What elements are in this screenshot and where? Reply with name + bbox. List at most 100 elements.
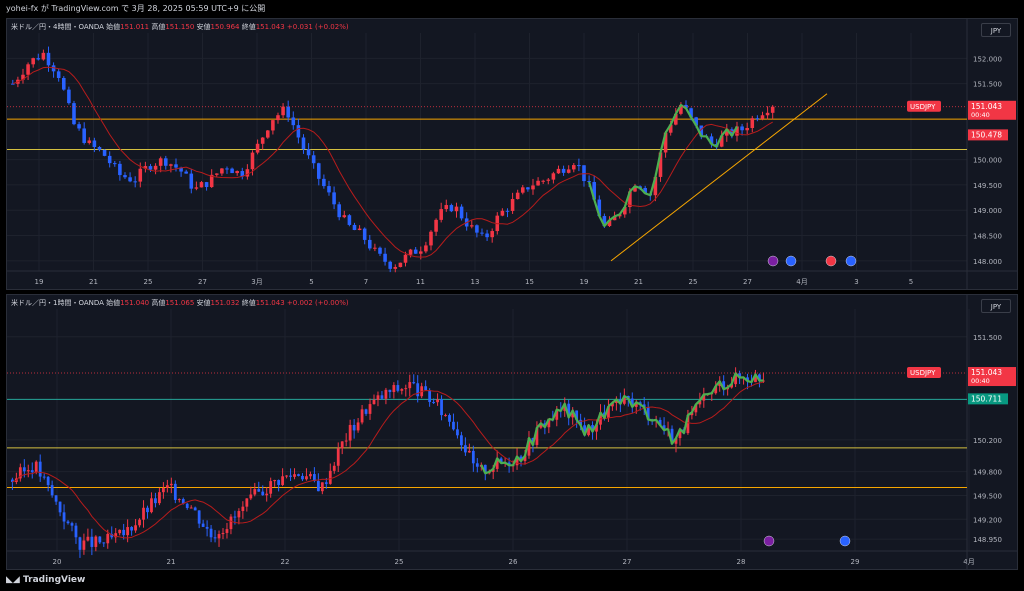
price-tag: 151.043 — [971, 368, 1002, 377]
candle-body — [340, 441, 344, 449]
candle-body — [153, 165, 158, 170]
chart-4h-close: 151.043 — [255, 23, 285, 31]
chart-1h-close-label: 終値 — [241, 299, 256, 307]
candle-body — [50, 485, 54, 496]
candle-body — [388, 261, 392, 269]
candle-body — [26, 470, 30, 472]
candle-body — [432, 402, 435, 404]
candle-body — [67, 89, 71, 104]
candle-body — [702, 394, 706, 401]
candle-body — [424, 245, 428, 252]
x-tick-label: 5 — [309, 278, 313, 286]
wave-drawing — [607, 394, 669, 432]
candle-body — [72, 103, 76, 125]
candle-body — [337, 204, 341, 218]
candle-body — [448, 415, 451, 422]
candle-body — [690, 412, 694, 416]
candle-body — [194, 187, 199, 189]
chart-1h-currency-button[interactable]: JPY — [981, 299, 1011, 313]
candle-body — [344, 440, 348, 442]
candle-body — [289, 475, 292, 477]
x-tick-label: 25 — [395, 558, 404, 566]
candle-body — [755, 118, 760, 120]
candle-body — [297, 474, 300, 476]
level-tag: 150.478 — [971, 130, 1002, 139]
candle-body — [495, 458, 499, 469]
candle-body — [579, 419, 583, 426]
chart-1h-svg[interactable]: 151.500 150.200 149.800 149.500 149.200 148.9… — [7, 295, 1017, 569]
candle-body — [133, 181, 137, 183]
chart-1h-panel[interactable]: 151.500 150.200 149.800 149.500 149.200 148.9… — [6, 294, 1018, 570]
candle-body — [143, 166, 148, 169]
x-tick-label: 21 — [89, 278, 98, 286]
candle-body — [332, 465, 336, 471]
candle-body — [164, 158, 168, 166]
x-tick-label: 13 — [471, 278, 480, 286]
moving-average-line — [12, 381, 764, 539]
lightning-icon — [763, 535, 775, 547]
candle-body — [229, 516, 233, 530]
candle-body — [82, 128, 86, 143]
candle-body — [189, 173, 194, 189]
candle-body — [686, 415, 690, 434]
candle-body — [612, 216, 617, 221]
candle-body — [66, 521, 70, 524]
chart-1h-high-label: 高値 — [151, 299, 166, 307]
candle-body — [169, 483, 173, 486]
chart-4h-currency-button[interactable]: JPY — [981, 23, 1011, 37]
candle-body — [678, 429, 682, 439]
x-tick-label: 27 — [623, 558, 632, 566]
candle-body — [360, 409, 364, 423]
candle-body — [694, 404, 698, 413]
chart-4h-panel[interactable]: 152.000 151.500 150.000 149.500 149.000 148.5… — [6, 18, 1018, 290]
chart-1h-change: +0.002 (+0.00%) — [286, 299, 349, 307]
candle-body — [324, 482, 328, 484]
candle-body — [291, 117, 296, 126]
candle-body — [286, 106, 290, 118]
candle-body — [301, 475, 304, 480]
candle-body — [165, 485, 169, 488]
candle-body — [11, 83, 15, 85]
candle-body — [735, 126, 739, 136]
candle-body — [541, 180, 545, 182]
candle-body — [368, 239, 372, 249]
candle-body — [698, 400, 702, 405]
x-tick-label: 4月 — [963, 558, 974, 566]
candle-body — [107, 155, 112, 164]
candle-body — [102, 149, 107, 156]
y-tick-label: 149.000 — [973, 207, 1002, 215]
x-tick-label: 3月 — [251, 278, 262, 286]
x-tick-label: 21 — [167, 558, 176, 566]
candle-body — [719, 135, 724, 147]
candle-body — [419, 251, 423, 254]
candle-body — [173, 483, 177, 500]
candle-body — [62, 77, 66, 90]
publish-header: yohei-fx が TradingView.com で 3月 28, 2025… — [0, 0, 1024, 18]
candle-body — [126, 527, 130, 536]
candle-body — [555, 409, 559, 420]
candle-body — [189, 507, 193, 509]
candle-body — [225, 168, 229, 170]
candle-body — [412, 382, 416, 384]
candle-body — [725, 129, 729, 136]
chart-4h-svg[interactable]: 152.000 151.500 150.000 149.500 149.000 148.5… — [7, 19, 1017, 289]
candle-body — [587, 425, 590, 436]
candle-body — [118, 163, 122, 176]
candle-body — [221, 532, 225, 535]
flag-us-icon — [785, 255, 797, 267]
candle-body — [316, 481, 320, 492]
candle-body — [148, 166, 153, 170]
wave-drawing — [666, 380, 729, 445]
candle-body — [388, 389, 392, 393]
candle-body — [106, 533, 110, 544]
candle-body — [393, 267, 398, 269]
candle-body — [611, 402, 614, 407]
candle-body — [209, 174, 214, 188]
candle-body — [54, 495, 58, 502]
candle-body — [197, 510, 201, 524]
candle-body — [86, 536, 90, 541]
candle-body — [271, 120, 275, 131]
candle-body — [277, 480, 281, 485]
candle-body — [413, 249, 418, 254]
candle-body — [306, 149, 311, 156]
